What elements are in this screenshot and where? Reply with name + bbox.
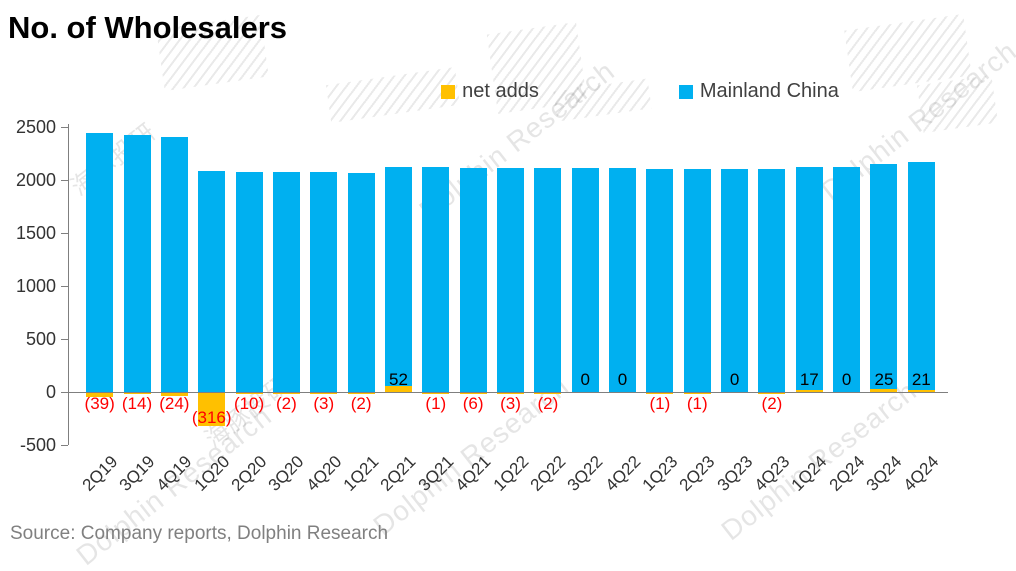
bar-mainland-china (347, 172, 375, 392)
bar-mainland-china (683, 168, 711, 392)
bar-mainland-china (758, 168, 786, 392)
y-axis-tick-mark (61, 127, 68, 128)
bar-mainland-china (272, 172, 300, 392)
y-axis-tick-label: 2500 (15, 117, 56, 137)
y-axis-tick-label: -500 (19, 435, 56, 455)
y-axis-tick-mark (61, 180, 68, 181)
net-adds-label: (24) (159, 394, 190, 413)
net-adds-label: (1) (649, 394, 671, 413)
net-adds-label: (3) (313, 394, 335, 413)
net-adds-label: 0 (841, 370, 852, 389)
bar-net-adds (870, 389, 898, 392)
bar-net-adds (86, 393, 114, 398)
bar-mainland-china (907, 162, 935, 392)
y-axis-tick-mark (61, 286, 68, 287)
bar-net-adds (160, 393, 188, 396)
bar-mainland-china (571, 168, 599, 392)
legend: net adds Mainland China (264, 80, 1016, 103)
bar-net-adds (459, 393, 487, 394)
bar-mainland-china (795, 167, 823, 392)
legend-label-mainland-china: Mainland China (699, 80, 839, 102)
net-adds-label: (39) (84, 394, 115, 413)
legend-label-net-adds: net adds (462, 80, 539, 102)
net-adds-label: (6) (462, 394, 484, 413)
net-adds-label: (3) (500, 394, 521, 413)
y-axis-tick-mark (61, 392, 68, 393)
bar-net-adds (198, 393, 226, 427)
bar-mainland-china (833, 167, 861, 392)
bar-mainland-china (86, 133, 114, 392)
y-axis-tick-label: 1500 (15, 223, 56, 243)
y-axis-line (68, 124, 69, 445)
net-adds-label: 17 (799, 370, 819, 389)
bar-mainland-china (235, 171, 263, 392)
net-adds-label: (14) (121, 394, 153, 413)
y-axis-tick-mark (61, 339, 68, 340)
net-adds-label: 0 (580, 370, 590, 389)
y-axis-tick-mark (61, 445, 68, 446)
bar-mainland-china (160, 137, 188, 392)
legend-item-net-adds: net adds (441, 80, 539, 103)
bar-mainland-china (870, 164, 898, 392)
bar-mainland-china (459, 167, 487, 392)
bar-mainland-china (198, 170, 226, 392)
bar-mainland-china (384, 167, 412, 392)
bar-mainland-china (609, 168, 637, 392)
bar-mainland-china (721, 168, 749, 392)
bar-mainland-china (646, 168, 674, 392)
source-text: Source: Company reports, Dolphin Researc… (10, 523, 389, 544)
bar-mainland-china (123, 134, 151, 392)
net-adds-label: (2) (761, 394, 783, 413)
y-axis-tick-label: 0 (45, 382, 56, 402)
net-adds-label: (1) (425, 394, 447, 413)
bar-net-adds (123, 393, 151, 395)
net-adds-label: (2) (537, 394, 559, 413)
y-axis-tick-label: 2000 (15, 170, 56, 190)
legend-item-mainland-china: Mainland China (678, 80, 839, 103)
bar-net-adds (795, 390, 823, 392)
chart-title: No. of Wholesalers (8, 10, 288, 45)
bar-mainland-china (422, 167, 450, 392)
bar-net-adds (384, 386, 412, 392)
net-adds-label: 52 (388, 370, 408, 389)
x-axis-line (68, 392, 948, 393)
y-axis-tick-label: 500 (25, 329, 56, 349)
bar-mainland-china (534, 168, 562, 392)
y-axis-tick-label: 1000 (15, 276, 56, 296)
bar-net-adds (907, 389, 935, 392)
net-adds-label: 0 (617, 370, 628, 389)
net-adds-label: 0 (729, 370, 740, 389)
bar-net-adds (235, 393, 263, 395)
net-adds-label: 21 (911, 370, 931, 389)
mainland-china-swatch (678, 84, 693, 99)
net-adds-label: 25 (874, 370, 894, 389)
net-adds-label: (2) (276, 394, 297, 413)
net-adds-label: (10) (233, 394, 265, 413)
net-adds-swatch (441, 84, 456, 99)
bar-mainland-china (497, 168, 524, 392)
y-axis-tick-mark (61, 233, 68, 234)
net-adds-label: (316) (191, 408, 232, 427)
net-adds-label: (2) (350, 394, 372, 413)
bar-mainland-china (310, 172, 338, 392)
net-adds-label: (1) (686, 394, 708, 413)
